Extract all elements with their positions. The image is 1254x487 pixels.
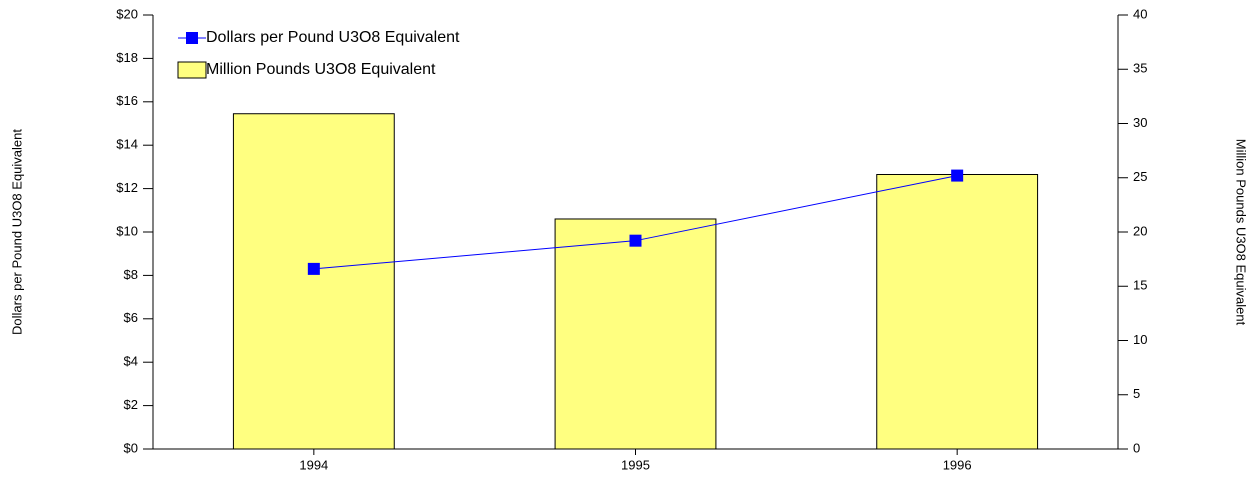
- y-tick-label: $16: [116, 93, 138, 108]
- y-tick-label: $4: [124, 354, 138, 369]
- y-tick-label: $8: [124, 267, 138, 282]
- y2-tick-label: 10: [1133, 332, 1147, 347]
- x-tick-label: 1995: [621, 457, 650, 472]
- x-tick-label: 1996: [943, 457, 972, 472]
- legend-swatch: [177, 61, 207, 79]
- y-axis-label: Dollars per Pound U3O8 Equivalent: [9, 129, 24, 335]
- marker: [629, 234, 642, 247]
- bar: [554, 218, 717, 450]
- x-tick-label: 1994: [299, 457, 328, 472]
- legend-marker: [186, 32, 198, 44]
- y-tick-label: $20: [116, 6, 138, 21]
- y2-tick-label: 15: [1133, 278, 1147, 293]
- y2-tick-label: 30: [1133, 115, 1147, 130]
- bar: [876, 173, 1039, 450]
- y2-tick-label: 40: [1133, 6, 1147, 21]
- y2-axis-label: Million Pounds U3O8 Equivalent: [1234, 139, 1249, 326]
- y-tick-label: $18: [116, 50, 138, 65]
- marker: [307, 262, 320, 275]
- y-tick-label: $14: [116, 137, 138, 152]
- y-tick-label: $12: [116, 180, 138, 195]
- y-tick-label: $2: [124, 397, 138, 412]
- y2-tick-label: 20: [1133, 223, 1147, 238]
- bar: [232, 113, 395, 450]
- y-tick-label: $10: [116, 223, 138, 238]
- y2-tick-label: 5: [1133, 386, 1140, 401]
- y2-tick-label: 0: [1133, 440, 1140, 455]
- marker: [951, 169, 964, 182]
- legend-label: Dollars per Pound U3O8 Equivalent: [206, 29, 460, 46]
- y-tick-label: $0: [124, 440, 138, 455]
- y-tick-label: $6: [124, 310, 138, 325]
- y2-tick-label: 35: [1133, 61, 1147, 76]
- y2-tick-label: 25: [1133, 169, 1147, 184]
- legend-label: Million Pounds U3O8 Equivalent: [206, 61, 436, 78]
